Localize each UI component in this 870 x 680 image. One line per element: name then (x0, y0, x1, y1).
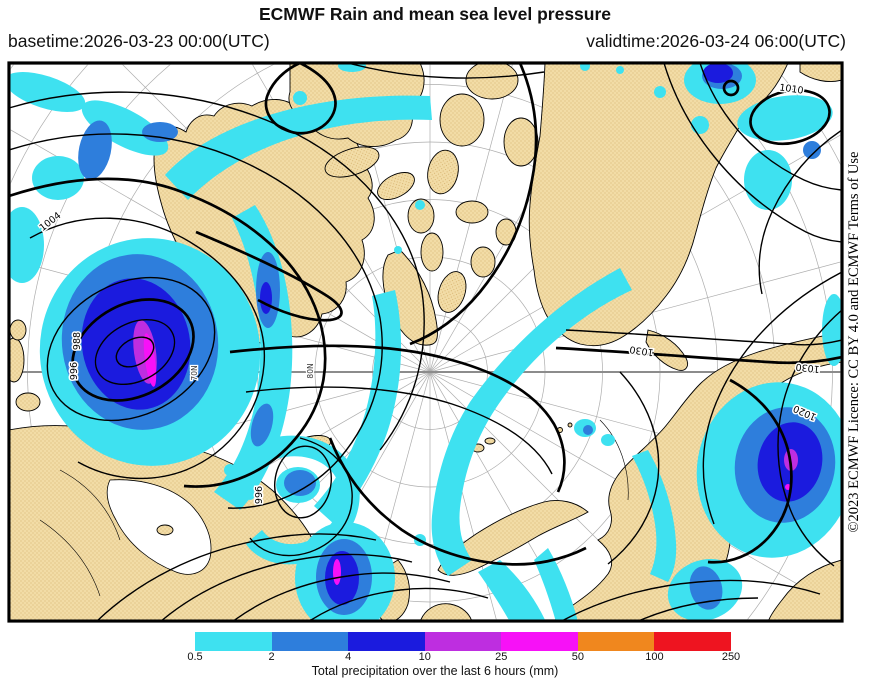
precipitation-colorbar (195, 632, 732, 651)
isobar-value-label: 1030 (629, 343, 654, 357)
land-corner-ne (799, 64, 841, 83)
colorbar-caption: Total precipitation over the last 6 hour… (311, 664, 559, 678)
colorbar-tick: 2 (268, 651, 275, 663)
isobar-contours (10, 64, 841, 620)
colorbar-tick: 4 (345, 651, 352, 663)
land-north-america (528, 64, 788, 347)
isobar-value-label: 1010 (779, 82, 804, 96)
colorbar-tick: 50 (571, 651, 584, 663)
colorbar-tick: 25 (495, 651, 508, 663)
colorbar-tick: 100 (645, 651, 664, 663)
colorbar-segment (271, 632, 349, 651)
colorbar-segment (654, 632, 732, 651)
colorbar-segment (348, 632, 425, 651)
land-scandinavia (437, 500, 589, 576)
colorbar-tick: 250 (721, 651, 741, 663)
colorbar-tick: 10 (418, 651, 431, 663)
validtime-label: validtime:2026-03-24 06:00(UTC) (586, 31, 846, 51)
latitude-label: 80N (306, 363, 315, 378)
page-title: ECMWF Rain and mean sea level pressure (258, 4, 612, 24)
colorbar-segment (424, 632, 502, 651)
colorbar-segment (195, 632, 272, 651)
isobar-value-label: 996 (254, 486, 265, 504)
basetime-label: basetime:2026-03-23 00:00(UTC) (8, 31, 270, 51)
colorbar-ticks: 0.5 2 4 10 25 50 100 250 (187, 651, 740, 664)
isobar-value-label: 988 (72, 332, 83, 350)
colorbar-segment (577, 632, 655, 651)
time-row: basetime:2026-03-23 00:00(UTC) validtime… (0, 31, 870, 52)
inland-borders (39, 419, 761, 597)
colorbar-segment (501, 632, 578, 651)
isobar-value-label: 996 (69, 362, 80, 380)
colorbar-tick: 0.5 (187, 651, 203, 663)
copyright-notice: ©2023 ECMWF Licence: CC BY 4.0 and ECMWF… (846, 151, 862, 533)
land-novaya-zemlya (645, 329, 689, 371)
land-france (420, 603, 472, 620)
isobar-value-label: 1030 (795, 361, 820, 374)
latitude-label: 70N (190, 365, 199, 380)
